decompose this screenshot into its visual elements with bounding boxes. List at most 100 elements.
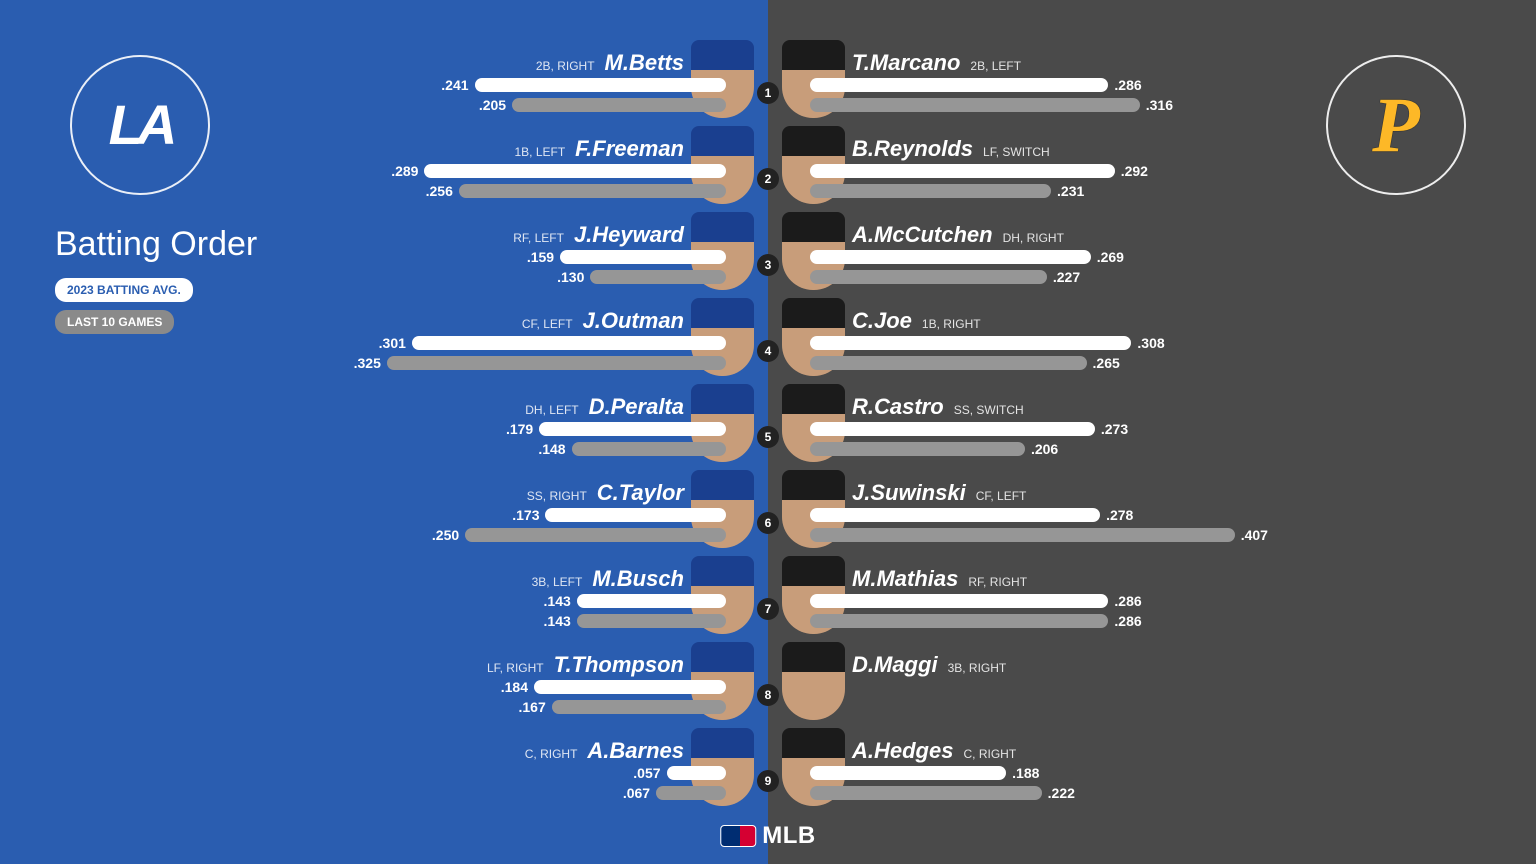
last10-bar: [512, 98, 726, 112]
player-nameline: D.Peralta DH, LEFT: [525, 394, 684, 420]
order-disc: 4: [757, 340, 779, 362]
last10-label: .167: [519, 699, 546, 715]
last10-label: .286: [1114, 613, 1141, 629]
right-player: M.Mathias RF, RIGHT .286 .286: [782, 556, 1522, 642]
player-position: 3B, RIGHT: [948, 661, 1007, 675]
avg-label: .269: [1097, 249, 1124, 265]
player-nameline: M.Mathias RF, RIGHT: [852, 566, 1027, 592]
player-bars: .188 .222: [810, 766, 1490, 806]
player-name: A.Hedges: [852, 738, 953, 764]
player-position: 1B, RIGHT: [922, 317, 981, 331]
avg-label: .273: [1101, 421, 1128, 437]
player-position: 2B, RIGHT: [536, 59, 595, 73]
last10-bar: [810, 356, 1087, 370]
player-position: LF, SWITCH: [983, 145, 1050, 159]
player-nameline: J.Suwinski CF, LEFT: [852, 480, 1026, 506]
player-name: F.Freeman: [575, 136, 684, 162]
avg-label: .241: [441, 77, 468, 93]
avg-label: .188: [1012, 765, 1039, 781]
last10-bar: [810, 614, 1108, 628]
left-player: J.Heyward RF, LEFT .159 .130: [14, 212, 754, 298]
last10-bar: [577, 614, 726, 628]
player-headshot: [782, 642, 845, 720]
player-nameline: J.Outman CF, LEFT: [522, 308, 684, 334]
last10-bar: [590, 270, 726, 284]
right-player: D.Maggi 3B, RIGHT: [782, 642, 1522, 728]
player-position: 2B, LEFT: [970, 59, 1021, 73]
avg-label: .289: [391, 163, 418, 179]
player-position: CF, LEFT: [522, 317, 573, 331]
lineup-row: 9 A.Barnes C, RIGHT .057 .067 A.Hed: [0, 728, 1536, 814]
player-nameline: D.Maggi 3B, RIGHT: [852, 652, 1006, 678]
order-disc: 9: [757, 770, 779, 792]
player-name: A.Barnes: [587, 738, 684, 764]
player-name: A.McCutchen: [852, 222, 993, 248]
left-player: M.Busch 3B, LEFT .143 .143: [14, 556, 754, 642]
player-bars: .241 .205: [46, 78, 726, 118]
player-position: LF, RIGHT: [487, 661, 544, 675]
last10-label: .407: [1241, 527, 1268, 543]
lineup-row: 7 M.Busch 3B, LEFT .143 .143 M.Math: [0, 556, 1536, 642]
player-nameline: A.McCutchen DH, RIGHT: [852, 222, 1064, 248]
player-name: J.Suwinski: [852, 480, 966, 506]
avg-bar: [667, 766, 726, 780]
player-bars: .292 .231: [810, 164, 1490, 204]
avg-bar: [545, 508, 726, 522]
left-player: T.Thompson LF, RIGHT .184 .167: [14, 642, 754, 728]
player-position: 3B, LEFT: [532, 575, 583, 589]
lineup-row: 8 T.Thompson LF, RIGHT .184 .167 D.: [0, 642, 1536, 728]
avg-label: .159: [527, 249, 554, 265]
last10-bar: [465, 528, 726, 542]
last10-bar: [810, 184, 1051, 198]
mlb-text: MLB: [762, 824, 815, 848]
right-player: A.McCutchen DH, RIGHT .269 .227: [782, 212, 1522, 298]
player-bars: .184 .167: [46, 680, 726, 720]
player-nameline: B.Reynolds LF, SWITCH: [852, 136, 1050, 162]
avg-bar: [577, 594, 726, 608]
right-player: B.Reynolds LF, SWITCH .292 .231: [782, 126, 1522, 212]
player-name: T.Marcano: [852, 50, 960, 76]
lineup-row: 1 M.Betts 2B, RIGHT .241 .205 T.Mar: [0, 40, 1536, 126]
player-nameline: M.Busch 3B, LEFT: [532, 566, 684, 592]
player-name: R.Castro: [852, 394, 944, 420]
player-position: DH, RIGHT: [1003, 231, 1064, 245]
player-nameline: R.Castro SS, SWITCH: [852, 394, 1024, 420]
avg-bar: [810, 594, 1108, 608]
avg-bar: [810, 508, 1100, 522]
last10-label: .148: [538, 441, 565, 457]
player-bars: .308 .265: [810, 336, 1490, 376]
mlb-logo-icon: [720, 825, 756, 847]
order-disc: 6: [757, 512, 779, 534]
right-player: T.Marcano 2B, LEFT .286 .316: [782, 40, 1522, 126]
player-bars: .273 .206: [810, 422, 1490, 462]
player-nameline: M.Betts 2B, RIGHT: [536, 50, 684, 76]
last10-label: .206: [1031, 441, 1058, 457]
last10-label: .205: [479, 97, 506, 113]
avg-bar: [412, 336, 726, 350]
player-bars: .269 .227: [810, 250, 1490, 290]
last10-label: .130: [557, 269, 584, 285]
avg-label: .292: [1121, 163, 1148, 179]
player-bars: .057 .067: [46, 766, 726, 806]
player-position: SS, RIGHT: [527, 489, 587, 503]
last10-label: .227: [1053, 269, 1080, 285]
player-nameline: A.Hedges C, RIGHT: [852, 738, 1016, 764]
last10-label: .316: [1146, 97, 1173, 113]
player-name: C.Taylor: [597, 480, 684, 506]
avg-label: .057: [633, 765, 660, 781]
order-disc: 1: [757, 82, 779, 104]
mlb-footer: MLB: [720, 824, 815, 848]
lineup-row: 4 J.Outman CF, LEFT .301 .325 C.Joe: [0, 298, 1536, 384]
last10-bar: [656, 786, 726, 800]
player-nameline: T.Thompson LF, RIGHT: [487, 652, 684, 678]
player-name: D.Maggi: [852, 652, 938, 678]
avg-bar: [539, 422, 726, 436]
last10-label: .222: [1048, 785, 1075, 801]
right-player: C.Joe 1B, RIGHT .308 .265: [782, 298, 1522, 384]
right-player: J.Suwinski CF, LEFT .278 .407: [782, 470, 1522, 556]
player-name: J.Outman: [583, 308, 684, 334]
last10-bar: [459, 184, 726, 198]
player-bars: .278 .407: [810, 508, 1490, 548]
player-name: T.Thompson: [554, 652, 684, 678]
lineup-row: 5 D.Peralta DH, LEFT .179 .148 R.Ca: [0, 384, 1536, 470]
